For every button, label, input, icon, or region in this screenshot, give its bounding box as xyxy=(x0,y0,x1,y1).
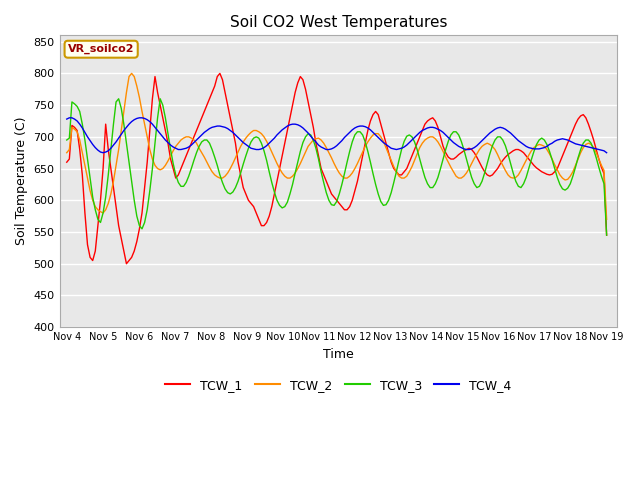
Text: VR_soilco2: VR_soilco2 xyxy=(68,44,134,54)
Y-axis label: Soil Temperature (C): Soil Temperature (C) xyxy=(15,117,28,245)
Title: Soil CO2 West Temperatures: Soil CO2 West Temperatures xyxy=(230,15,447,30)
X-axis label: Time: Time xyxy=(323,348,354,360)
Legend: TCW_1, TCW_2, TCW_3, TCW_4: TCW_1, TCW_2, TCW_3, TCW_4 xyxy=(160,374,516,397)
